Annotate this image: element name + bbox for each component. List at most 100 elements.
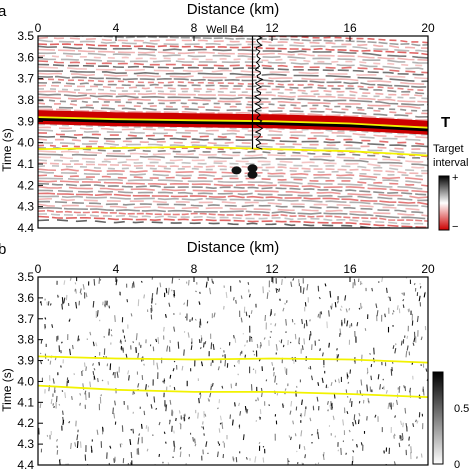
attribute-speck: [322, 451, 325, 457]
attribute-speck: [140, 280, 143, 283]
attribute-speck: [391, 366, 393, 372]
attribute-speck: [235, 299, 237, 304]
attribute-speck: [272, 367, 275, 371]
attribute-speck: [165, 404, 168, 412]
attribute-speck: [346, 320, 349, 327]
attribute-speck: [98, 277, 101, 284]
seismic-reflector: [38, 78, 428, 92]
attribute-speck: [212, 281, 214, 285]
attribute-speck: [58, 459, 61, 465]
attribute-speck: [327, 409, 329, 412]
attribute-speck: [178, 410, 181, 414]
attribute-speck: [179, 422, 182, 425]
attribute-speck: [302, 463, 304, 465]
horizon-t-label: T: [441, 114, 450, 131]
attribute-speck: [168, 302, 171, 307]
attribute-speck: [77, 335, 80, 342]
attribute-speck: [252, 350, 255, 353]
attribute-speck: [405, 423, 408, 428]
seismic-reflector: [38, 45, 428, 59]
attribute-speck: [194, 443, 197, 447]
attribute-speck: [377, 374, 380, 380]
attribute-speck: [258, 441, 261, 445]
seismic-reflector: [38, 81, 428, 95]
attribute-speck: [239, 411, 242, 416]
seismic-reflector: [38, 102, 428, 115]
attribute-speck: [122, 347, 124, 352]
attribute-speck: [211, 278, 214, 283]
panel-b-y-tick-label: 3.5: [17, 270, 34, 284]
attribute-speck: [306, 284, 309, 291]
attribute-speck: [303, 446, 306, 451]
attribute-speck: [376, 310, 379, 317]
panel-a-x-tick-label: 12: [265, 21, 279, 35]
attribute-speck: [194, 318, 197, 321]
attribute-speck: [366, 384, 369, 392]
seismic-reflector: [38, 129, 428, 143]
attribute-speck: [284, 388, 287, 391]
attribute-speck: [92, 363, 95, 366]
attribute-speck: [40, 361, 43, 365]
panel-b-y-tick-label: 3.9: [17, 354, 34, 368]
attribute-speck: [169, 399, 172, 405]
attribute-speck: [357, 419, 360, 425]
target-label-2: interval: [433, 157, 468, 169]
attribute-speck: [40, 340, 43, 344]
attribute-speck: [164, 399, 166, 408]
seismic-reflector: [38, 200, 428, 214]
attribute-speck: [371, 287, 374, 292]
seismic-reflector: [38, 84, 428, 97]
attribute-speck: [290, 281, 293, 287]
attribute-speck: [422, 388, 425, 396]
attribute-speck: [195, 290, 197, 293]
attribute-speck: [55, 395, 58, 402]
attribute-speck: [274, 323, 277, 327]
attribute-speck: [257, 397, 259, 401]
attribute-speck: [47, 301, 50, 306]
attribute-speck: [221, 421, 224, 429]
attribute-speck: [298, 337, 300, 344]
attribute-speck: [282, 307, 285, 312]
attribute-speck: [92, 300, 95, 308]
panel-a-y-axis: 3.5 3.6 3.7 3.8 3.9 4.0 4.1 4.2 4.3 4.4: [17, 29, 43, 235]
attribute-speck: [402, 299, 405, 302]
attribute-speck: [274, 375, 277, 383]
attribute-speck: [400, 420, 403, 426]
attribute-speck: [150, 304, 153, 312]
attribute-speck: [57, 295, 60, 298]
attribute-speck: [109, 363, 112, 371]
attribute-speck: [254, 456, 257, 463]
panel-a-x-tick-label: 8: [191, 21, 198, 35]
attribute-speck: [311, 433, 313, 436]
attribute-speck: [169, 374, 172, 379]
attribute-speck: [348, 307, 351, 311]
attribute-speck: [299, 414, 302, 417]
well-log-curve: [253, 36, 264, 150]
seismic-reflector: [38, 170, 428, 184]
attribute-speck: [282, 403, 284, 408]
attribute-speck: [211, 382, 214, 387]
attribute-speck: [402, 304, 405, 308]
attribute-speck: [179, 451, 182, 458]
attribute-speck: [242, 434, 245, 441]
attribute-speck: [353, 278, 356, 286]
attribute-speck: [113, 412, 116, 419]
attribute-speck: [305, 319, 308, 327]
attribute-speck: [394, 415, 397, 418]
panel-b-horizon-line: [38, 355, 428, 364]
seismic-reflector: [38, 182, 428, 196]
attribute-speck: [358, 412, 361, 417]
attribute-speck: [96, 429, 99, 435]
attribute-speck: [50, 398, 53, 405]
panel-b-x-tick-label: 16: [343, 262, 357, 276]
attribute-speck: [385, 390, 388, 394]
panel-a-plot: [38, 36, 428, 228]
attribute-speck: [345, 308, 348, 313]
panel-a-y-tick-label: 4.1: [17, 157, 34, 171]
attribute-speck: [197, 412, 199, 419]
attribute-speck: [406, 345, 409, 351]
attribute-speck: [258, 416, 261, 419]
attribute-speck: [115, 279, 118, 286]
attribute-speck: [307, 367, 310, 370]
attribute-speck: [312, 406, 315, 410]
